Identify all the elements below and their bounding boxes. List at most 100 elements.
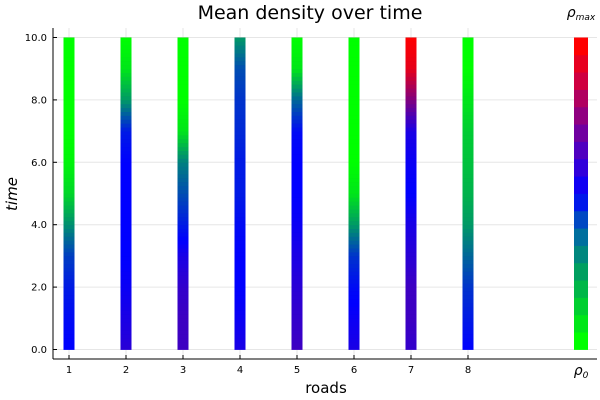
x-tick-label: 4 <box>237 365 243 376</box>
density-cell <box>462 138 474 144</box>
density-cell <box>177 263 189 268</box>
density-cell <box>405 37 417 42</box>
density-cell <box>234 248 246 253</box>
density-cell <box>177 259 189 265</box>
y-axis-title: time <box>3 177 21 211</box>
density-cell <box>234 49 246 54</box>
colorbar-segment <box>574 141 588 160</box>
density-cell <box>63 103 75 109</box>
density-cell <box>291 291 303 296</box>
density-cell <box>120 123 132 128</box>
density-cell <box>405 53 417 58</box>
density-cell <box>63 224 75 229</box>
density-cell <box>120 131 132 136</box>
density-cell <box>462 189 474 194</box>
density-cell <box>177 76 189 81</box>
density-cell <box>177 189 189 194</box>
density-cell <box>234 146 246 151</box>
density-cell <box>462 197 474 202</box>
density-cell <box>120 150 132 155</box>
density-cell <box>405 119 417 124</box>
x-axis-title: roads <box>305 379 347 397</box>
density-cell <box>462 49 474 54</box>
density-cell <box>348 205 360 210</box>
density-cell <box>462 333 474 339</box>
y-tick-label: 6.0 <box>31 158 47 169</box>
density-cell <box>177 193 189 198</box>
density-cell <box>348 330 360 335</box>
density-cell <box>291 318 303 323</box>
density-cell <box>177 248 189 253</box>
density-cell <box>291 72 303 77</box>
density-cell <box>234 213 246 218</box>
density-cell <box>177 228 189 233</box>
density-cell <box>405 76 417 81</box>
density-cell <box>462 96 474 101</box>
density-cell <box>291 294 303 300</box>
colorbar-segment <box>574 262 588 281</box>
y-tick-label: 8.0 <box>31 95 47 106</box>
density-cell <box>63 263 75 268</box>
density-cell <box>177 57 189 62</box>
density-cell <box>177 135 189 140</box>
density-cell <box>405 127 417 132</box>
density-cell <box>177 96 189 101</box>
density-cell <box>120 88 132 93</box>
density-cell <box>348 64 360 70</box>
density-cell <box>291 220 303 226</box>
density-cell <box>291 209 303 214</box>
colorbar-segment <box>574 124 588 142</box>
density-cell <box>291 103 303 109</box>
density-cell <box>291 228 303 233</box>
density-cell <box>63 275 75 280</box>
density-cell <box>462 131 474 136</box>
density-cell <box>291 127 303 132</box>
density-cell <box>348 287 360 292</box>
density-cell <box>177 326 189 331</box>
density-cell <box>120 228 132 233</box>
road-strip-2 <box>120 37 132 350</box>
density-cell <box>234 84 246 89</box>
density-cell <box>405 131 417 136</box>
density-cell <box>63 322 75 327</box>
density-cell <box>291 131 303 136</box>
density-cell <box>405 318 417 323</box>
density-cell <box>177 103 189 109</box>
density-cell <box>120 115 132 120</box>
density-cell <box>405 158 417 163</box>
density-cell <box>348 240 360 245</box>
density-cell <box>405 322 417 327</box>
colorbar-segment <box>574 280 588 298</box>
density-cell <box>405 240 417 245</box>
density-cell <box>291 99 303 105</box>
density-cell <box>291 240 303 245</box>
density-cell <box>291 96 303 101</box>
density-cell <box>120 322 132 327</box>
density-cell <box>348 259 360 265</box>
density-cell <box>405 115 417 120</box>
density-cell <box>348 244 360 249</box>
x-tick-label: 7 <box>408 365 414 376</box>
density-cell <box>348 271 360 276</box>
density-cell <box>177 213 189 218</box>
density-cell <box>63 193 75 198</box>
density-cell <box>405 201 417 206</box>
density-cell <box>177 205 189 210</box>
density-cell <box>234 154 246 159</box>
density-cell <box>348 255 360 261</box>
density-cell <box>291 76 303 81</box>
density-cell <box>405 60 417 66</box>
density-cell <box>120 267 132 272</box>
density-cell <box>234 252 246 257</box>
density-cell <box>462 275 474 280</box>
road-strip-7 <box>405 37 417 350</box>
density-cell <box>120 236 132 241</box>
density-cell <box>63 228 75 233</box>
density-cell <box>291 135 303 140</box>
density-cell <box>120 99 132 105</box>
density-cell <box>462 228 474 233</box>
density-cell <box>462 236 474 241</box>
density-cell <box>462 146 474 151</box>
density-cell <box>462 255 474 261</box>
density-cell <box>291 142 303 148</box>
